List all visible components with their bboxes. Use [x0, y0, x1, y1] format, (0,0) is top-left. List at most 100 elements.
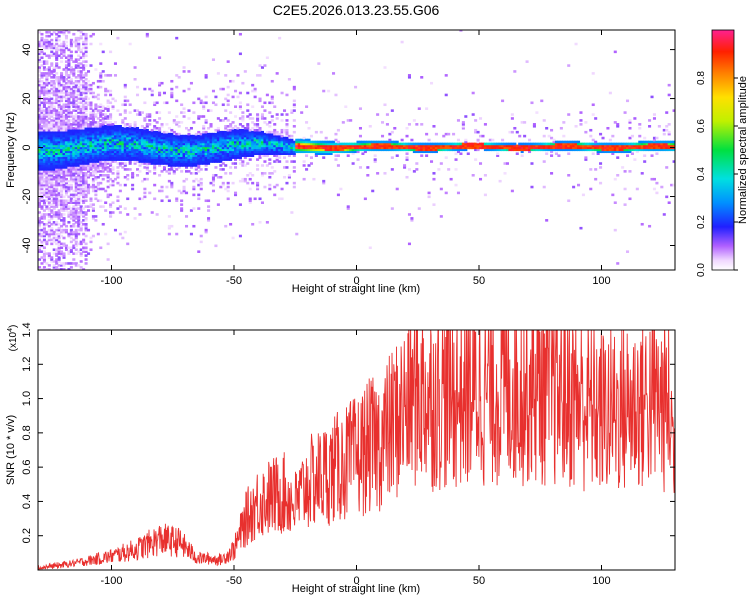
spectrogram-cell — [60, 113, 64, 116]
spectrogram-cell — [241, 136, 245, 140]
spectrogram-cell — [69, 56, 73, 60]
spectrogram-cell — [165, 158, 169, 161]
spectrogram-cell — [123, 109, 127, 112]
spectrogram-cell — [256, 117, 260, 120]
spectrogram-cell — [292, 144, 296, 148]
spectrogram-cell — [273, 152, 277, 156]
spectrogram-cell — [40, 256, 44, 259]
spectrogram-cell — [106, 105, 110, 108]
spectrogram-cell — [72, 99, 76, 103]
spectrogram-cell — [45, 179, 49, 183]
spectrogram-cell — [256, 148, 260, 152]
spectrogram-cell — [91, 115, 95, 118]
spectrogram-cell — [40, 64, 44, 67]
spectrogram-cell — [101, 164, 105, 167]
spectrogram-cell — [434, 150, 438, 154]
spectrogram-cell — [45, 81, 49, 85]
spectrogram-cell — [79, 187, 83, 191]
spectrogram-cell — [133, 160, 137, 163]
spectrogram-cell — [101, 158, 105, 161]
spectrogram-cell — [69, 115, 73, 118]
spectrogram-cell — [123, 128, 127, 132]
spectrogram-cell — [82, 52, 86, 56]
spectrogram-cell — [47, 30, 51, 34]
spectrogram-cell — [62, 119, 66, 122]
spectrogram-cell — [363, 146, 367, 150]
spectrogram-cell — [40, 154, 44, 157]
spectrogram-cell — [464, 144, 468, 148]
spectrogram-cell — [82, 99, 86, 103]
spectrogram-cell — [415, 146, 419, 150]
spectrogram-cells — [38, 30, 675, 270]
spectrogram-cell — [126, 174, 130, 177]
spectrogram-cell — [57, 99, 61, 103]
spectrogram-cell — [42, 66, 46, 69]
spectrogram-cell — [410, 144, 414, 148]
spectrogram-cell — [69, 111, 73, 114]
spectrogram-cell — [96, 148, 100, 152]
spectrogram-cell — [194, 166, 198, 169]
spectrogram-cell — [236, 152, 240, 156]
spectrogram-cell — [493, 142, 497, 146]
spectrogram-cell — [69, 142, 73, 146]
spectrogram-cell — [175, 158, 179, 161]
spectrogram-cell — [57, 83, 61, 87]
spectrogram-cell — [82, 68, 86, 71]
spectrogram-cell — [60, 109, 64, 112]
spectrogram-cell — [47, 207, 51, 210]
spectrogram-cell — [185, 142, 189, 146]
spectrogram-cell — [94, 140, 98, 144]
spectrogram-cell — [652, 142, 656, 146]
spectrogram-cell — [45, 83, 49, 87]
spectrogram-cell — [96, 150, 100, 154]
spectrogram-cell — [62, 201, 66, 204]
spectrogram-cell — [336, 164, 340, 167]
spectrogram-cell — [160, 150, 164, 154]
spectrogram-cell — [55, 146, 59, 150]
spectrogram-cell — [62, 83, 66, 87]
spectrogram-cell — [226, 132, 230, 136]
spectrogram-cell — [221, 132, 225, 136]
spectrogram-cell — [344, 146, 348, 150]
spectrogram-cell — [84, 172, 88, 175]
spectrogram-cell — [425, 132, 429, 136]
spectrogram-cell — [82, 197, 86, 201]
spectrogram-cell — [60, 30, 64, 34]
spectrogram-cell — [158, 146, 162, 150]
spectrogram-cell — [145, 34, 149, 38]
spectrogram-cell — [256, 140, 260, 144]
spectrogram-cell — [109, 150, 113, 154]
spectrogram-cell — [285, 144, 289, 148]
spectrogram-cell — [454, 142, 458, 146]
spectrogram-cell — [99, 144, 103, 148]
spectrogram-cell — [153, 119, 157, 122]
spectrogram-cell — [84, 87, 88, 91]
spectrogram-cell — [123, 156, 127, 159]
spectrogram-cell — [246, 109, 250, 112]
spectrogram-cell — [55, 211, 59, 214]
spectrogram-cell — [136, 174, 140, 177]
spectrogram-cell — [136, 142, 140, 146]
spectrogram-cell — [197, 136, 201, 140]
spectrogram-cell — [118, 162, 122, 165]
spectrogram-cell — [55, 50, 59, 54]
spectrogram-cell — [167, 164, 171, 167]
spectrogram-cell — [317, 150, 321, 154]
spectrogram-cell — [91, 138, 95, 142]
spectrogram-cell — [74, 81, 78, 85]
spectrogram-cell — [476, 146, 480, 150]
spectrogram-cell — [256, 181, 260, 185]
spectrogram-cell — [528, 148, 532, 152]
spectrogram-cell — [456, 191, 460, 195]
spectrogram-cell — [246, 115, 250, 118]
spectrogram-cell — [64, 64, 68, 67]
spectrogram-cell — [136, 140, 140, 144]
spectrogram-cell — [569, 140, 573, 144]
spectrogram-cell — [461, 123, 465, 126]
spectrogram-cell — [101, 152, 105, 156]
spectrogram-cell — [160, 81, 164, 85]
spectrogram-cell — [275, 134, 279, 138]
spectrogram-cell — [55, 48, 59, 52]
spectrogram-cell — [42, 52, 46, 56]
spectrogram-cell — [69, 201, 73, 204]
